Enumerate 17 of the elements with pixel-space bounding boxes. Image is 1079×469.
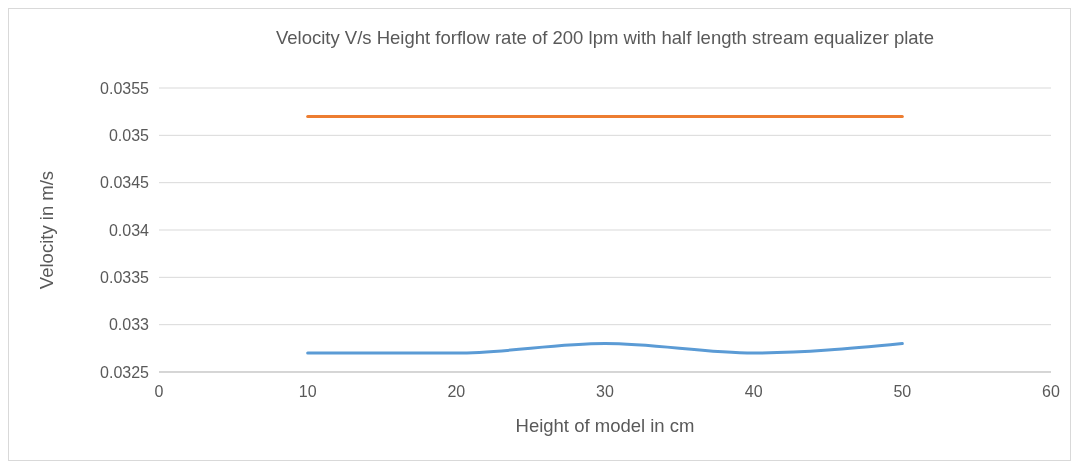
chart-title: Velocity V/s Height forflow rate of 200 lpm with half length stream equalizer plate xyxy=(275,27,935,48)
y-tick-label: 0.034 xyxy=(108,221,150,239)
y-tick-label: 0.0355 xyxy=(100,79,150,97)
x-tick-label: 60 xyxy=(1042,383,1060,400)
x-tick-label: 20 xyxy=(447,383,466,400)
x-tick-label: 40 xyxy=(744,383,763,400)
x-tick-label: 10 xyxy=(298,383,317,400)
y-tick-label: 0.0345 xyxy=(100,174,150,192)
x-axis-title: Height of model in cm xyxy=(515,415,695,436)
x-tick-label: 30 xyxy=(596,383,614,400)
x-tick-label: 50 xyxy=(893,383,912,400)
x-tick-label: 0 xyxy=(154,383,164,400)
y-axis-title: Velocity in m/s xyxy=(36,170,57,290)
y-tick-label: 0.0325 xyxy=(100,363,150,381)
y-tick-label: 0.0335 xyxy=(100,268,150,286)
y-tick-label: 0.035 xyxy=(108,126,150,144)
y-tick-label: 0.033 xyxy=(108,316,150,334)
